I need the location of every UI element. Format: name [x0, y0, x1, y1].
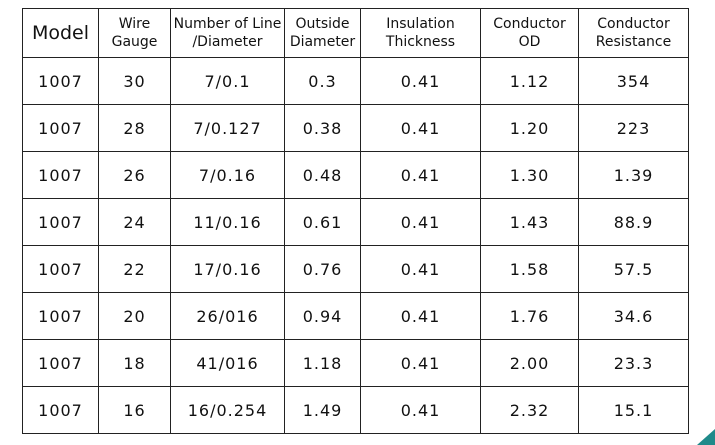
table-cell: 1.43 [480, 198, 579, 246]
table-cell: 0.41 [360, 386, 481, 434]
table-cell: 15.1 [578, 386, 689, 434]
table-cell: 17/0.16 [170, 245, 285, 293]
table-cell: 41/016 [170, 339, 285, 387]
table-cell: 7/0.127 [170, 104, 285, 152]
header-row: Model Wire Gauge Number of Line/Diameter Out… [22, 8, 689, 58]
table-cell: 1.30 [480, 151, 579, 199]
header-text: Outside [295, 16, 350, 32]
header-cell: Insulation Thickness [360, 8, 481, 58]
table-cell: 16/0.254 [170, 386, 285, 434]
header-text: /Diameter [192, 34, 263, 50]
table-cell: 11/0.16 [170, 198, 285, 246]
table-cell: 1.12 [480, 57, 579, 105]
table-cell: 1007 [22, 339, 99, 387]
table-cell: 24 [98, 198, 171, 246]
header-cell: Outside Diameter [284, 8, 361, 58]
table-cell: 1007 [22, 386, 99, 434]
spec-table: Model Wire Gauge Number of Line/Diameter Out… [22, 8, 689, 434]
table-cell: 1.49 [284, 386, 361, 434]
table-row: 1007 16 16/0.254 1.49 0.41 2.32 15.1 [22, 386, 689, 434]
table-cell: 1.20 [480, 104, 579, 152]
table-cell: 88.9 [578, 198, 689, 246]
header-cell: Wire Gauge [98, 8, 171, 58]
table-cell: 1007 [22, 104, 99, 152]
header-text: Insulation [386, 16, 455, 32]
table-cell: 1.39 [578, 151, 689, 199]
table-row: 1007 28 7/0.127 0.38 0.41 1.20 223 [22, 104, 689, 152]
table-cell: 16 [98, 386, 171, 434]
table-cell: 34.6 [578, 292, 689, 340]
header-cell: Conductor OD [480, 8, 579, 58]
table-cell: 0.41 [360, 198, 481, 246]
table-cell: 0.41 [360, 292, 481, 340]
table-row: 1007 22 17/0.16 0.76 0.41 1.58 57.5 [22, 245, 689, 293]
table-row: 1007 26 7/0.16 0.48 0.41 1.30 1.39 [22, 151, 689, 199]
table-cell: 2.00 [480, 339, 579, 387]
header-text: Wire [118, 16, 151, 32]
table-cell: 26/016 [170, 292, 285, 340]
table-row: 1007 30 7/0.1 0.3 0.41 1.12 354 [22, 57, 689, 105]
table-cell: 1007 [22, 292, 99, 340]
header-cell: Model [22, 8, 99, 58]
table-cell: 0.41 [360, 245, 481, 293]
table-row: 1007 20 26/016 0.94 0.41 1.76 34.6 [22, 292, 689, 340]
header-text: Resistance [595, 34, 672, 50]
header-cell: Conductor Resistance [578, 8, 689, 58]
table-cell: 1007 [22, 198, 99, 246]
header-text: Conductor [597, 16, 670, 32]
table-cell: 1007 [22, 151, 99, 199]
table-row: 1007 24 11/0.16 0.61 0.41 1.43 88.9 [22, 198, 689, 246]
header-cell: Number of Line/Diameter [170, 8, 285, 58]
corner-decoration [697, 429, 715, 445]
table-cell: 22 [98, 245, 171, 293]
header-text: Number of Line [173, 16, 282, 32]
table-cell: 7/0.16 [170, 151, 285, 199]
corner-triangle [697, 429, 715, 445]
table-cell: 1007 [22, 245, 99, 293]
table-cell: 0.41 [360, 57, 481, 105]
header-text: OD [518, 34, 541, 50]
header-text: Conductor [493, 16, 566, 32]
table-cell: 0.3 [284, 57, 361, 105]
table-cell: 26 [98, 151, 171, 199]
table-cell: 23.3 [578, 339, 689, 387]
table-cell: 0.41 [360, 339, 481, 387]
table-cell: 0.41 [360, 151, 481, 199]
table-row: 1007 18 41/016 1.18 0.41 2.00 23.3 [22, 339, 689, 387]
header-text: Diameter [289, 34, 356, 50]
table-cell: 0.48 [284, 151, 361, 199]
table-cell: 0.41 [360, 104, 481, 152]
table-cell: 7/0.1 [170, 57, 285, 105]
table-cell: 28 [98, 104, 171, 152]
table-cell: 20 [98, 292, 171, 340]
table-body: 1007 30 7/0.1 0.3 0.41 1.12 354 1007 28 7/0.127 0.… [22, 57, 689, 434]
header-text: Gauge [111, 34, 158, 50]
table-cell: 0.76 [284, 245, 361, 293]
table-cell: 1.58 [480, 245, 579, 293]
table-cell: 0.61 [284, 198, 361, 246]
table-cell: 1.18 [284, 339, 361, 387]
table-cell: 18 [98, 339, 171, 387]
table-cell: 2.32 [480, 386, 579, 434]
table-cell: 354 [578, 57, 689, 105]
table-cell: 223 [578, 104, 689, 152]
table-cell: 0.94 [284, 292, 361, 340]
header-text: Thickness [385, 34, 456, 50]
table-cell: 0.38 [284, 104, 361, 152]
table-cell: 57.5 [578, 245, 689, 293]
table-cell: 1007 [22, 57, 99, 105]
table-cell: 1.76 [480, 292, 579, 340]
table-cell: 30 [98, 57, 171, 105]
header-text: Model [31, 22, 90, 44]
